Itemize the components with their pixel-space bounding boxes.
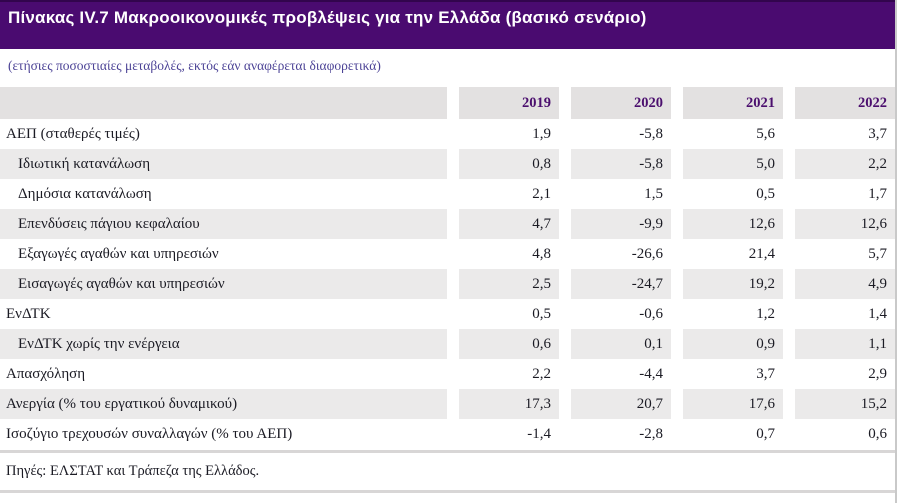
table-title: Πίνακας IV.7 Μακροοικονομικές προβλέψεις… bbox=[8, 8, 647, 27]
cell-value: 1,5 bbox=[644, 185, 663, 202]
table-row: Επενδύσεις πάγιου κεφαλαίου 4,7 -9,9 12,… bbox=[0, 209, 895, 239]
cell-value: 15,2 bbox=[795, 389, 895, 419]
row-label: ΕνΔΤΚ bbox=[6, 305, 51, 322]
cell-value: 0,8 bbox=[459, 149, 559, 179]
row-label: Ιδιωτική κατανάλωση bbox=[0, 149, 447, 179]
table-title-bar: Πίνακας IV.7 Μακροοικονομικές προβλέψεις… bbox=[0, 0, 895, 49]
cell-value: 4,8 bbox=[532, 245, 551, 262]
cell-value: 0,6 bbox=[868, 425, 887, 442]
table-row: Ιδιωτική κατανάλωση 0,8 -5,8 5,0 2,2 bbox=[0, 149, 895, 179]
row-label: Εισαγωγές αγαθών και υπηρεσιών bbox=[0, 269, 447, 299]
cell-value: 12,6 bbox=[683, 209, 783, 239]
table-row: ΕνΔΤΚ χωρίς την ενέργεια 0,6 0,1 0,9 1,1 bbox=[0, 329, 895, 359]
cell-value: 0,6 bbox=[459, 329, 559, 359]
cell-value: 12,6 bbox=[795, 209, 895, 239]
header-empty-cell bbox=[0, 87, 447, 119]
cell-value: 17,6 bbox=[683, 389, 783, 419]
cell-value: 21,4 bbox=[748, 245, 775, 262]
cell-value: -24,7 bbox=[571, 269, 671, 299]
cell-value: 2,2 bbox=[532, 365, 551, 382]
cell-value: 17,3 bbox=[459, 389, 559, 419]
table-row: ΑΕΠ (σταθερές τιμές) 1,9 -5,8 5,6 3,7 bbox=[0, 119, 895, 149]
cell-value: 19,2 bbox=[683, 269, 783, 299]
cell-value: 2,2 bbox=[795, 149, 895, 179]
cell-value: -9,9 bbox=[571, 209, 671, 239]
row-label: Επενδύσεις πάγιου κεφαλαίου bbox=[0, 209, 447, 239]
row-label: Δημόσια κατανάλωση bbox=[18, 185, 152, 202]
cell-value: 5,6 bbox=[756, 125, 775, 142]
table-row: Εξαγωγές αγαθών και υπηρεσιών 4,8 -26,6 … bbox=[0, 239, 895, 269]
cell-value: -0,6 bbox=[639, 305, 663, 322]
table-row: Εισαγωγές αγαθών και υπηρεσιών 2,5 -24,7… bbox=[0, 269, 895, 299]
cell-value: -4,4 bbox=[639, 365, 663, 382]
cell-value: -2,8 bbox=[639, 425, 663, 442]
row-label: ΕνΔΤΚ χωρίς την ενέργεια bbox=[0, 329, 447, 359]
column-header-2021: 2021 bbox=[683, 87, 783, 119]
cell-value: 3,7 bbox=[756, 365, 775, 382]
cell-value: 0,1 bbox=[571, 329, 671, 359]
cell-value: 1,2 bbox=[756, 305, 775, 322]
table-row: Ισοζύγιο τρεχουσών συναλλαγών (% του ΑΕΠ… bbox=[0, 419, 895, 449]
row-label: Ανεργία (% του εργατικού δυναμικού) bbox=[0, 389, 447, 419]
sources-note: Πηγές: ΕΛΣΤΑΤ και Τράπεζα της Ελλάδος. bbox=[0, 450, 895, 493]
cell-value: -5,8 bbox=[571, 149, 671, 179]
table-row: Ανεργία (% του εργατικού δυναμικού) 17,3… bbox=[0, 389, 895, 419]
cell-value: -5,8 bbox=[639, 125, 663, 142]
cell-value: 1,1 bbox=[795, 329, 895, 359]
row-label: ΑΕΠ (σταθερές τιμές) bbox=[6, 125, 140, 142]
cell-value: 5,0 bbox=[683, 149, 783, 179]
table-header-row: 2019 2020 2021 2022 bbox=[0, 87, 895, 119]
cell-value: 0,5 bbox=[532, 305, 551, 322]
cell-value: 3,7 bbox=[868, 125, 887, 142]
cell-value: 0,7 bbox=[756, 425, 775, 442]
table-subtitle: (ετήσιες ποσοστιαίες μεταβολές, εκτός εά… bbox=[8, 58, 381, 73]
cell-value: -1,4 bbox=[527, 425, 551, 442]
table-row: ΕνΔΤΚ 0,5 -0,6 1,2 1,4 bbox=[0, 299, 895, 329]
column-header-2022: 2022 bbox=[795, 87, 895, 119]
cell-value: 0,9 bbox=[683, 329, 783, 359]
cell-value: 2,1 bbox=[532, 185, 551, 202]
cell-value: 1,4 bbox=[868, 305, 887, 322]
row-label: Απασχόληση bbox=[6, 365, 86, 382]
cell-value: 5,7 bbox=[868, 245, 887, 262]
column-header-2020: 2020 bbox=[571, 87, 671, 119]
cell-value: 0,5 bbox=[756, 185, 775, 202]
table-row: Δημόσια κατανάλωση 2,1 1,5 0,5 1,7 bbox=[0, 179, 895, 209]
cell-value: 4,7 bbox=[459, 209, 559, 239]
column-header-2019: 2019 bbox=[459, 87, 559, 119]
cell-value: 1,9 bbox=[532, 125, 551, 142]
table-row: Απασχόληση 2,2 -4,4 3,7 2,9 bbox=[0, 359, 895, 389]
cell-value: 1,7 bbox=[868, 185, 887, 202]
row-label: Ισοζύγιο τρεχουσών συναλλαγών (% του ΑΕΠ… bbox=[6, 425, 293, 442]
cell-value: 20,7 bbox=[571, 389, 671, 419]
cell-value: 2,9 bbox=[868, 365, 887, 382]
cell-value: 2,5 bbox=[459, 269, 559, 299]
cell-value: 4,9 bbox=[795, 269, 895, 299]
row-label: Εξαγωγές αγαθών και υπηρεσιών bbox=[18, 245, 219, 262]
macro-forecast-table: 2019 2020 2021 2022 ΑΕΠ (σταθερές τιμές)… bbox=[0, 87, 895, 449]
cell-value: -26,6 bbox=[631, 245, 663, 262]
